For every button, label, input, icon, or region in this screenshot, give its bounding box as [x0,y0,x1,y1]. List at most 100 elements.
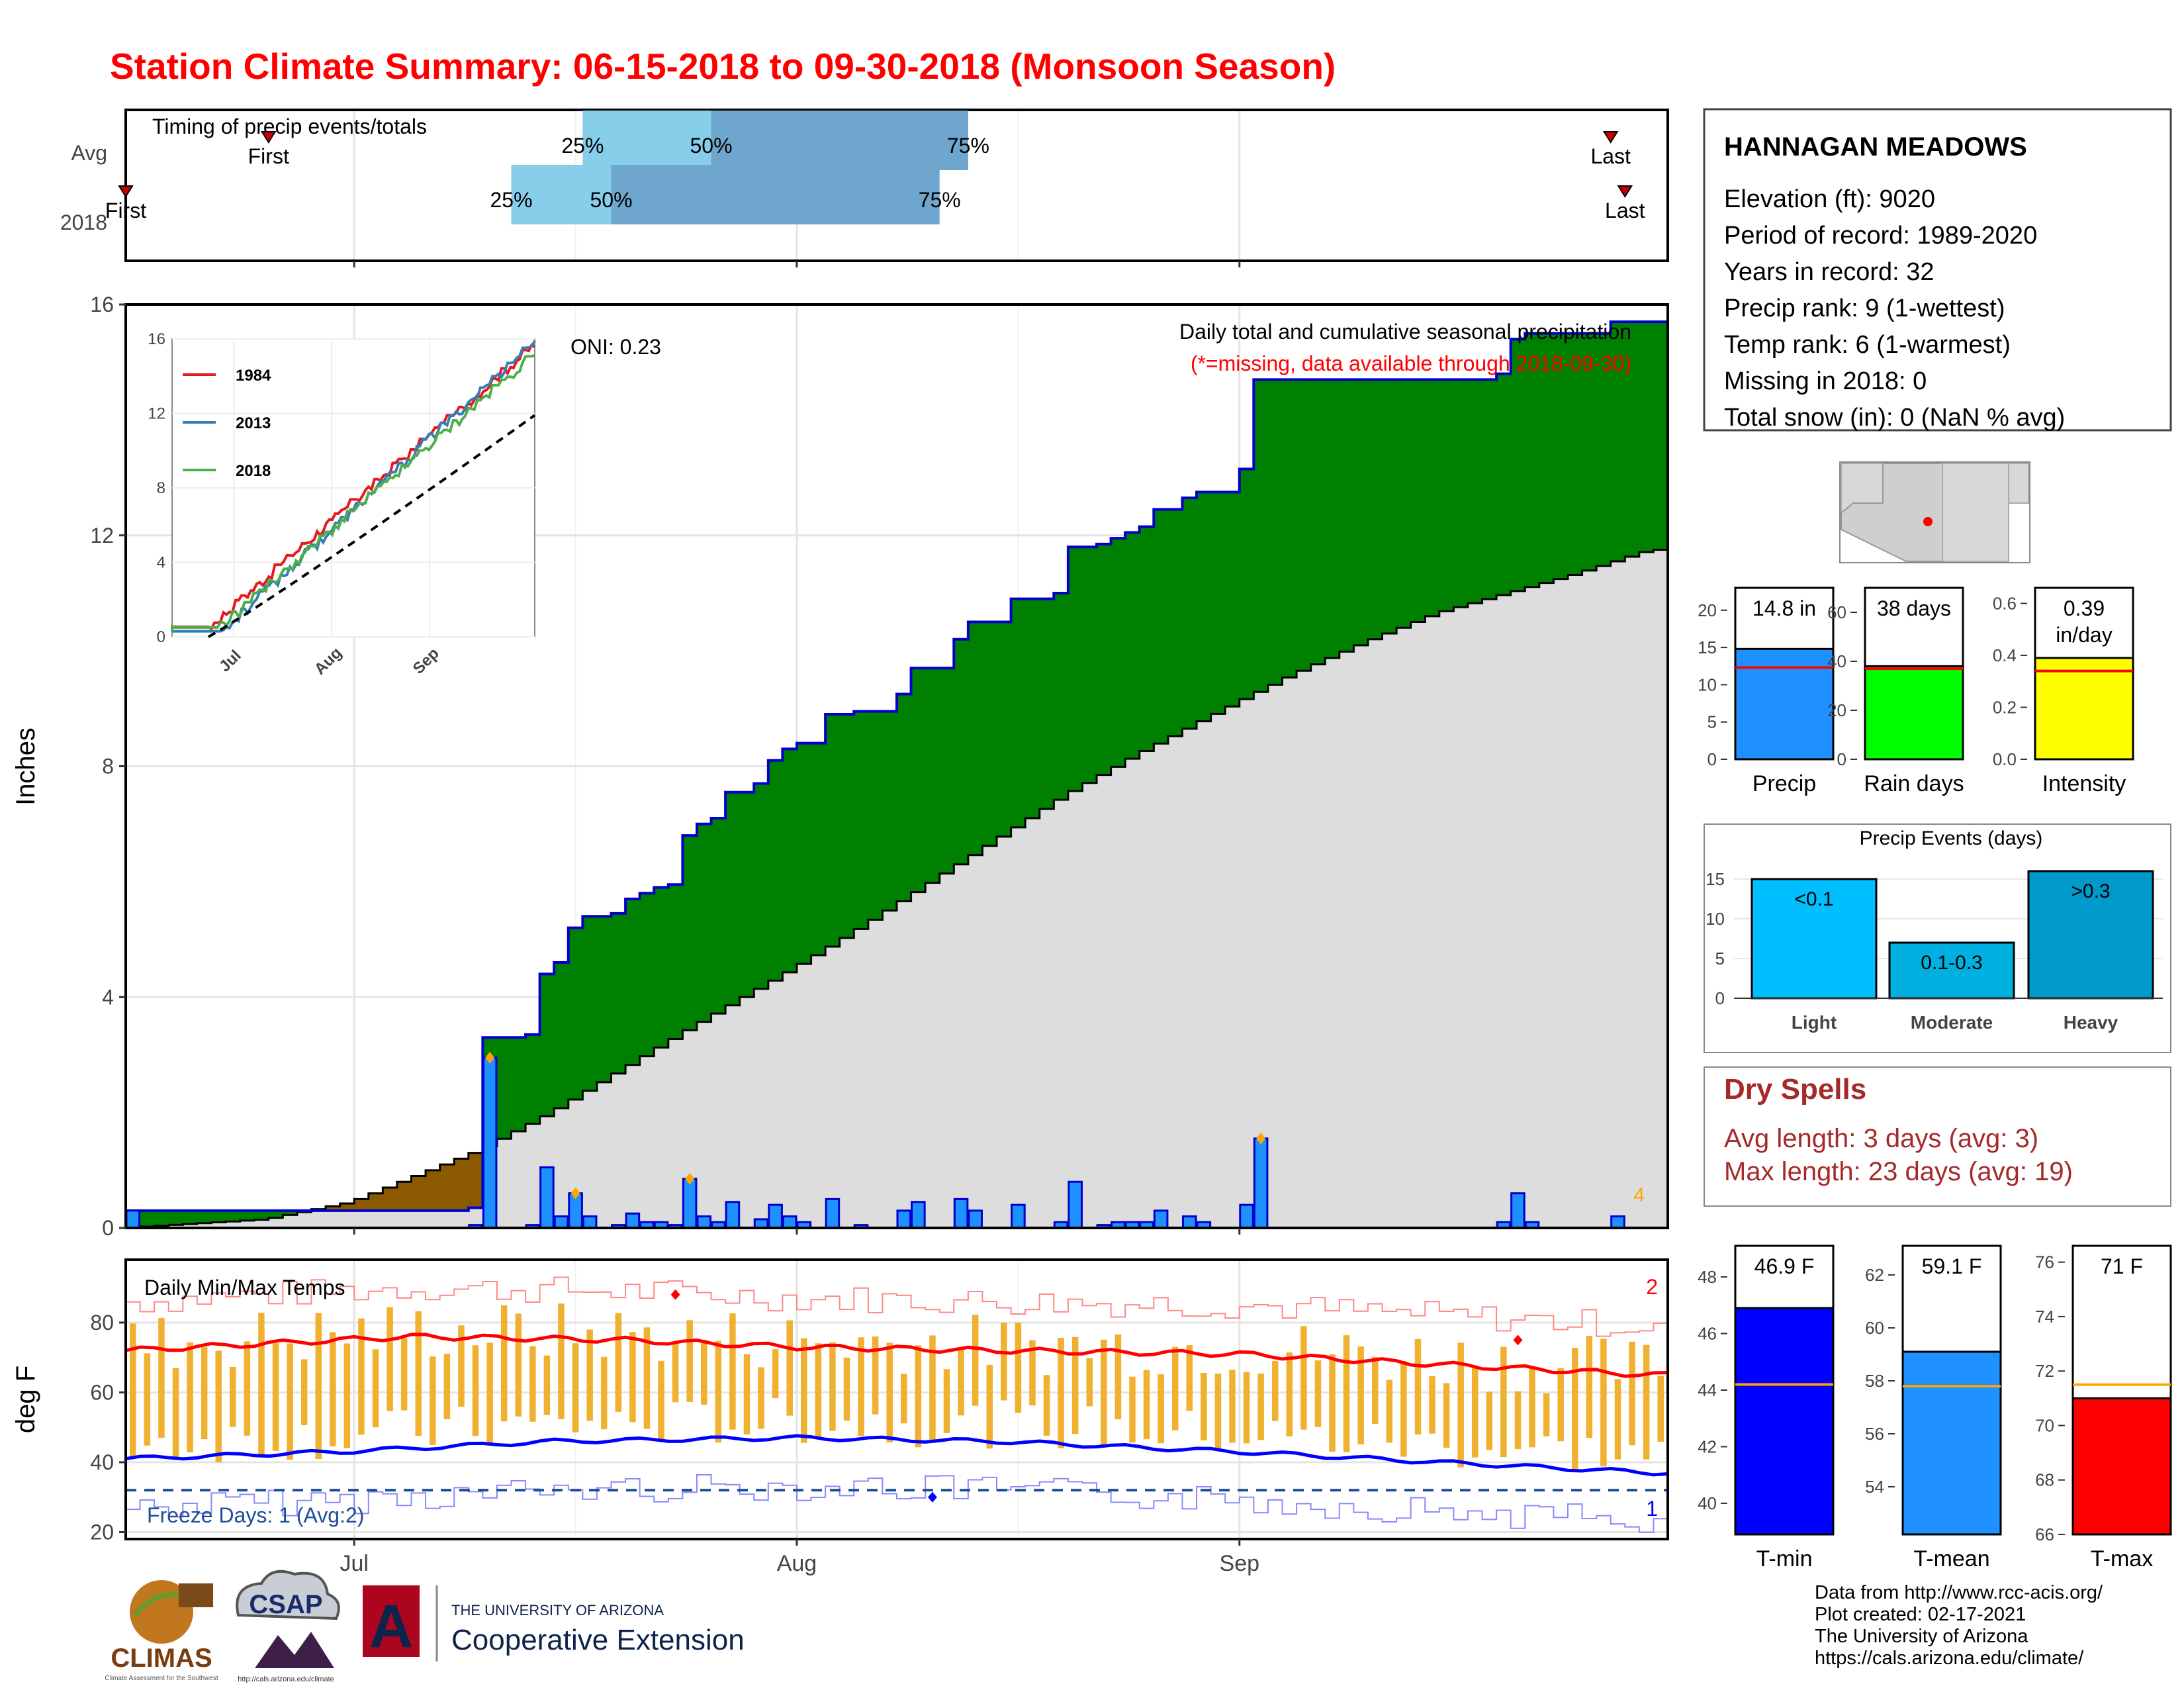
surplus-area-day [525,1034,541,1124]
timing-event-marker [118,185,134,198]
precip-y-tick-label: 0 [102,1216,114,1240]
daily-temp-range-bar [1614,1379,1621,1460]
surplus-area-day [1025,598,1040,818]
map-state-texas [2008,463,2029,504]
precip-cumulative-areas [126,320,1668,1229]
daily-temp-range-bar [901,1374,907,1424]
daily-temp-range-bar [515,1313,522,1417]
daily-temp-range-bar [1414,1338,1422,1435]
temp-bar-y-tick-label: 70 [2035,1415,2054,1435]
daily-precip-bar [682,1178,698,1229]
surplus-area-day [1210,492,1226,714]
station-info-line: Missing in 2018: 0 [1724,367,1927,395]
daily-temp-range-bar [801,1338,807,1443]
events-bar [1751,878,1878,1000]
surplus-area-day [639,893,655,1056]
temp-bar-y-tick-label: 60 [1865,1318,1884,1338]
surplus-area-day [226,1210,241,1222]
daily-precip-bar [1153,1209,1169,1229]
daily-temp-range-bar [500,1305,508,1422]
timing-quartile-bars [511,111,968,224]
surplus-area-day [496,1037,512,1139]
surplus-area-day [754,783,769,989]
surplus-area-day [1325,379,1340,659]
record-marker [485,1051,495,1064]
daily-temp-range-bar [1143,1370,1150,1440]
station-info-line: Temp rank: 6 (1-warmest) [1724,331,2011,359]
summary-bar-value-label: 14.8 in [1752,596,1816,620]
surplus-area-day [1482,379,1497,600]
temp-y-tick-label: 60 [90,1380,114,1404]
month-x-tick-label: Aug [777,1551,817,1576]
record-marker [685,1172,695,1185]
daily-temp-range-bar [343,1343,351,1448]
timing-q1-bar [511,165,612,224]
csap-logo-cloud [236,1570,340,1620]
surplus-area-day [1282,379,1297,678]
daily-temp-range-bar [201,1346,208,1440]
timing-panel: Timing of precip events/totals Avg 2018 … [60,109,1669,267]
daily-temp-range-bar [600,1356,608,1430]
summary-bar-value-label: 0.39 [2064,596,2105,620]
daily-precip-bar [896,1209,912,1229]
inset-y-tick-label: 4 [157,554,165,572]
record-marker [570,1187,580,1199]
daily-temp-range-bar [558,1303,565,1419]
daily-temp-range-bar [486,1342,493,1445]
station-info-line: Period of record: 1989-2020 [1724,222,2037,250]
summary-bar-y-tick-label: 0.2 [1993,698,2017,718]
daily-precip-bar [582,1215,598,1229]
temp-bar-y-tick-label: 48 [1698,1267,1717,1287]
summary-bar-y-tick-label: 0 [1837,749,1846,769]
inset-average-line [207,414,536,638]
temp-bar-y-tick-label: 66 [2035,1524,2054,1544]
daily-temp-range-bar [1071,1336,1079,1434]
temp-bar-y-tick-label: 54 [1865,1477,1884,1497]
surplus-area-day [1439,379,1454,612]
deficit-area-day [411,1176,426,1211]
daily-precip-bar [1181,1215,1197,1229]
events-title: Precip Events (days) [1860,827,2043,849]
precip-panel: 0 4 8 12 16 Inches Daily total and cumulativ… [11,293,1669,1240]
station-info-lines: Elevation (ft): 9020 Period of record: 19… [1724,185,2065,432]
month-x-tick-label: Sep [1220,1551,1260,1576]
summary-bar-value [1864,665,1964,761]
daily-temp-range-bar [543,1355,551,1415]
surplus-area-day [654,887,669,1048]
footer-credits: Data from http://www.rcc-acis.org/ Plot … [1815,1582,2103,1669]
surplus-area-day [682,835,698,1031]
deficit-area-day [368,1193,383,1211]
daily-temp-range-bar [1158,1374,1164,1444]
locator-map [1839,461,2030,563]
climas-logo-text: CLIMAS [111,1644,212,1673]
record-high-envelope [126,1276,1668,1337]
summary-bar-category-label: Intensity [2042,771,2126,796]
timing-row-avg-label: Avg [71,141,107,165]
timing-marks: 25% 50% 75% First Last 25% 50% 75% First Last [105,131,1645,267]
daily-temp-range-bar [130,1323,136,1458]
deficit-area-day [396,1182,412,1211]
daily-temp-range-bar [1600,1338,1607,1467]
daily-temp-range-bar [1343,1335,1350,1452]
summary-bar-y-tick-label: 20 [1698,600,1717,620]
deficit-area-day [426,1170,441,1211]
surplus-area-day [1097,543,1112,775]
climas-logo: CLIMAS Climate Assessment for the Southw… [105,1580,218,1682]
daily-precip-bar [482,1056,498,1229]
daily-temp-range-bar [915,1345,922,1448]
inset-y-tick-label: 12 [148,405,165,423]
summary-bar-y-tick-label: 5 [1707,712,1717,732]
tmin-count-label: 1 [1646,1497,1658,1521]
daily-temp-range-bar [843,1357,850,1421]
surplus-area-day [1239,469,1254,700]
daily-temp-range-bar [187,1342,193,1452]
daily-temp-range-bar [629,1332,636,1423]
daily-precip-bar [911,1201,926,1229]
footer-line-2: Plot created: 02-17-2021 [1815,1604,2026,1625]
surplus-area-day [1111,538,1126,767]
surplus-area-day [1653,322,1668,550]
inset-series-lines [171,340,536,638]
surplus-area-day [782,749,797,972]
surplus-area-day [1125,532,1140,759]
